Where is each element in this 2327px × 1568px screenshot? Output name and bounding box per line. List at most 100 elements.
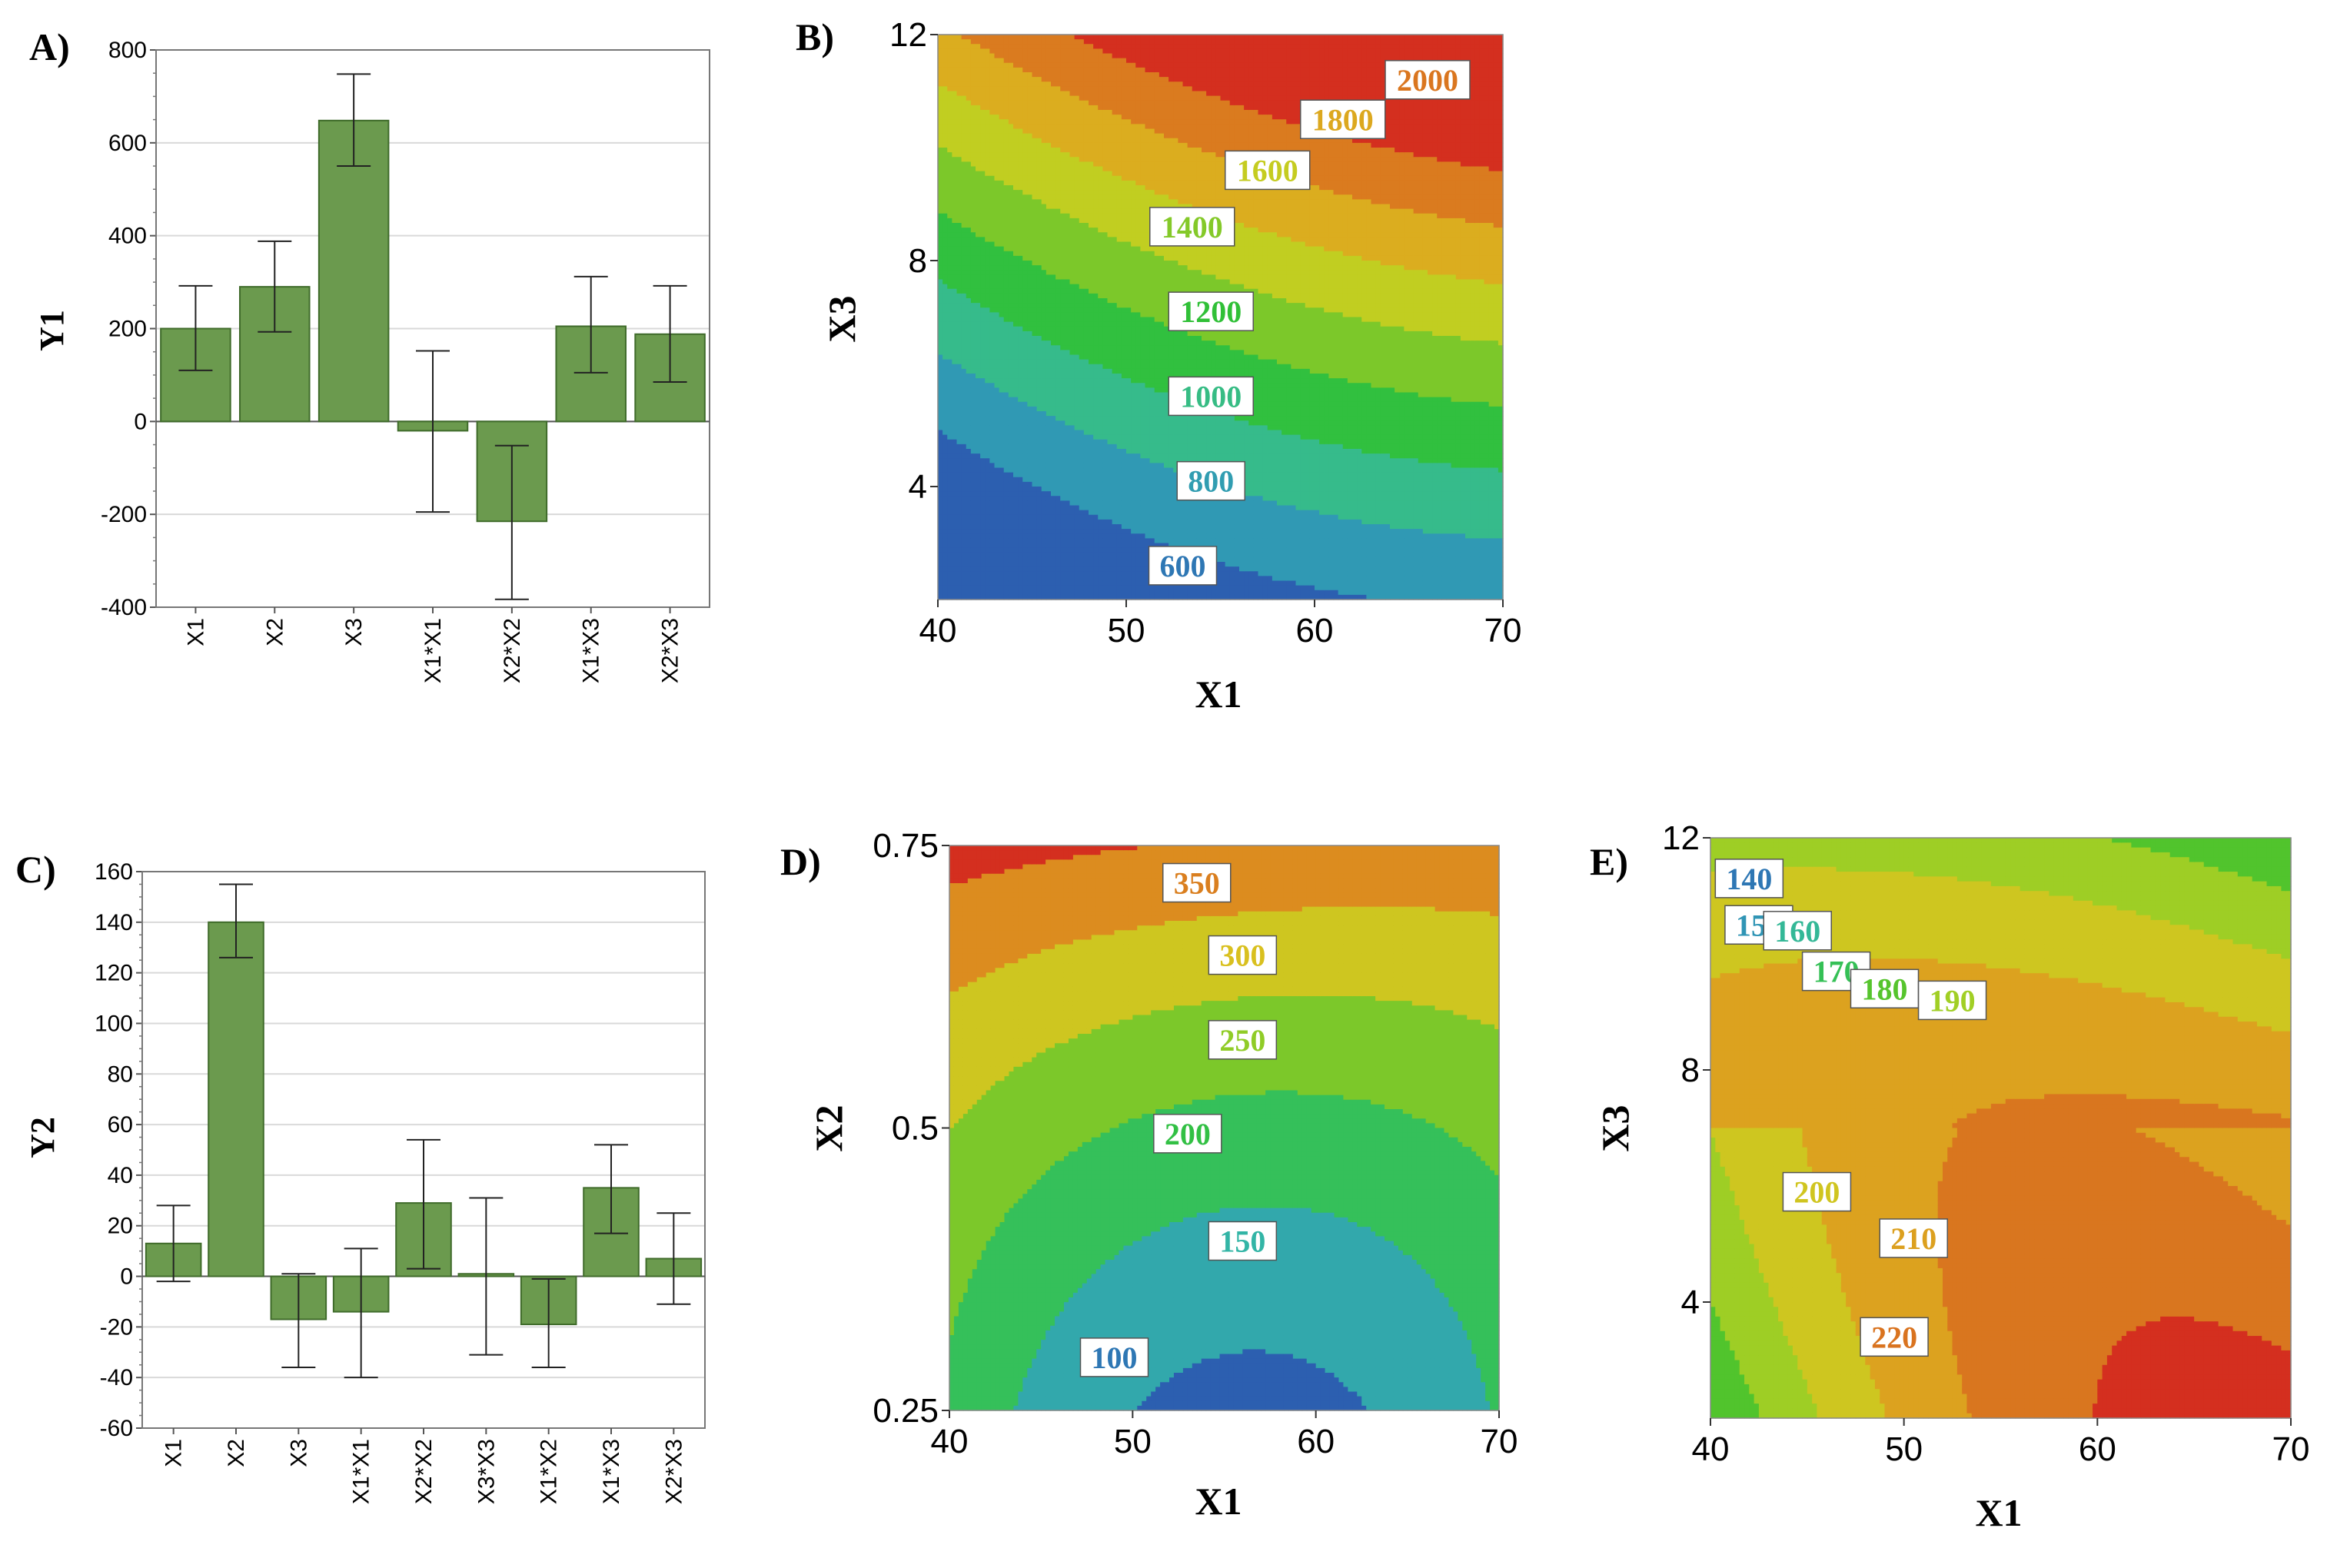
- contour-cell: [1045, 39, 1052, 45]
- contour-cell: [1060, 326, 1065, 332]
- contour-cell: [1060, 284, 1065, 290]
- contour-cell: [952, 175, 958, 181]
- contour-cell: [980, 204, 986, 210]
- contour-cell: [952, 298, 958, 304]
- contour-cell: [1112, 251, 1118, 257]
- contour-cell: [1126, 467, 1132, 473]
- contour-cell: [1093, 467, 1099, 473]
- contour-cell: [1060, 562, 1065, 567]
- contour-cell: [956, 345, 962, 350]
- contour-cell: [1065, 72, 1071, 78]
- contour-cell: [1060, 580, 1065, 586]
- contour-cell: [966, 566, 972, 572]
- contour-cell: [1089, 194, 1094, 200]
- contour-cell: [1116, 467, 1122, 473]
- contour-cell: [1079, 72, 1085, 78]
- contour-cell: [1083, 241, 1089, 247]
- contour-cell: [1045, 425, 1052, 431]
- contour-cell: [1102, 48, 1109, 55]
- contour-cell: [1036, 354, 1042, 360]
- contour-cell: [1060, 345, 1065, 350]
- contour-cell: [952, 472, 958, 478]
- contour-cell: [1083, 590, 1089, 596]
- contour-cell: [1008, 53, 1014, 59]
- contour-cell: [1121, 152, 1127, 158]
- contour-cell: [1036, 138, 1042, 144]
- contour-cell: [1008, 199, 1014, 205]
- contour-cell: [938, 232, 943, 238]
- contour-cell: [1089, 317, 1094, 323]
- contour-cell: [1069, 199, 1075, 205]
- contour-cell: [1036, 185, 1042, 191]
- contour-cell: [1126, 472, 1132, 478]
- contour-cell: [1112, 374, 1118, 379]
- contour-cell: [1008, 171, 1014, 177]
- contour-cell: [1116, 453, 1122, 459]
- contour-cell: [1102, 157, 1109, 162]
- contour-cell: [1041, 350, 1047, 356]
- contour-cell: [1027, 505, 1033, 511]
- contour-cell: [1116, 241, 1122, 247]
- contour-cell: [1013, 293, 1019, 299]
- contour-cell: [1107, 228, 1113, 233]
- contour-cell: [1107, 307, 1113, 313]
- contour-cell: [1045, 35, 1052, 40]
- contour-cell: [1079, 62, 1085, 68]
- contour-cell: [1022, 279, 1028, 285]
- contour-cell: [1069, 91, 1075, 97]
- contour-cell: [1018, 439, 1023, 445]
- contour-cell: [1093, 284, 1099, 290]
- contour-cell: [1018, 255, 1023, 261]
- contour-cell: [1022, 401, 1028, 407]
- contour-cell: [1083, 487, 1089, 492]
- contour-cell: [1065, 161, 1071, 168]
- contour-cell: [1121, 425, 1127, 431]
- contour-cell: [1022, 223, 1028, 228]
- contour-cell: [1112, 133, 1118, 139]
- contour-cell: [1027, 67, 1033, 73]
- contour-cell: [1121, 416, 1127, 421]
- contour-cell: [1107, 487, 1113, 492]
- contour-cell: [1018, 467, 1023, 473]
- contour-cell: [970, 148, 976, 153]
- contour-cell: [1065, 430, 1071, 436]
- contour-cell: [942, 416, 948, 421]
- contour-cell: [1069, 190, 1075, 195]
- contour-cell: [1022, 237, 1028, 243]
- contour-cell: [1074, 180, 1080, 186]
- contour-cell: [994, 148, 1000, 153]
- contour-cell: [1112, 368, 1118, 374]
- contour-cell: [1089, 119, 1094, 125]
- contour-cell: [956, 288, 962, 294]
- contour-cell: [938, 368, 943, 374]
- contour-cell: [1107, 576, 1113, 582]
- contour-cell: [1022, 354, 1028, 360]
- contour-cell: [989, 67, 996, 73]
- contour-cell: [1051, 307, 1056, 313]
- contour-cell: [1121, 552, 1127, 558]
- contour-cell: [985, 105, 990, 111]
- contour-cell: [1003, 397, 1009, 403]
- contour-cell: [952, 562, 958, 567]
- contour-cell: [1083, 148, 1089, 153]
- contour-cell: [1102, 142, 1109, 148]
- contour-cell: [1018, 406, 1023, 412]
- contour-cell: [1008, 458, 1014, 463]
- contour-cell: [1013, 590, 1019, 596]
- contour-cell: [985, 39, 990, 45]
- contour-cell: [1008, 585, 1014, 591]
- contour-cell: [966, 119, 972, 125]
- contour-cell: [1008, 77, 1014, 82]
- contour-cell: [1089, 336, 1094, 341]
- contour-cell: [985, 368, 990, 374]
- contour-cell: [1093, 529, 1099, 534]
- contour-cell: [1036, 566, 1042, 572]
- contour-cell: [1060, 529, 1065, 534]
- contour-cell: [1074, 571, 1080, 576]
- contour-cell: [1018, 312, 1023, 318]
- contour-cell: [947, 341, 952, 346]
- contour-cell: [1121, 317, 1127, 323]
- contour-cell: [942, 185, 948, 191]
- contour-cell: [938, 496, 943, 501]
- contour-cell: [1013, 72, 1019, 78]
